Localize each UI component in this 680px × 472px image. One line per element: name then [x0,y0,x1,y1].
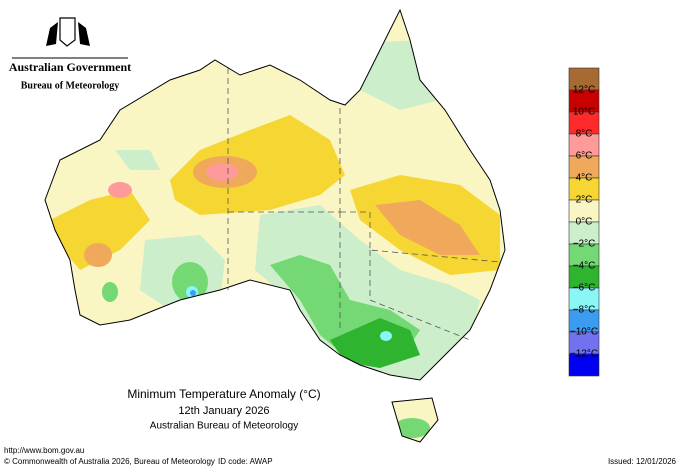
map-date: 12th January 2026 [178,405,269,417]
footer-id: ID code: AWAP [218,457,273,466]
legend-label: 4°C [576,173,593,184]
coastline [44,8,506,443]
logo: Australian Government Bureau of Meteorol… [9,17,131,91]
map-source: Australian Bureau of Meteorology [150,421,298,432]
legend-swatch [568,353,600,377]
legend: 12°C 10°C 8°C 6°C 4°C 2°C 0°C −2°C −4°C −6°C −8°C −… [568,67,600,377]
footer-copyright: © Commonwealth of Australia 2026, Bureau… [4,457,215,466]
legend-label: −12°C [570,349,598,360]
legend-label: −10°C [570,327,598,338]
footer-url: http://www.bom.gov.au [4,446,84,455]
state-borders [227,68,501,341]
agency-name: Bureau of Meteorology [21,80,120,91]
legend-label: 8°C [576,129,593,140]
legend-label: 6°C [576,151,593,162]
government-name: Australian Government [9,60,131,74]
footer-issued: Issued: 12/01/2026 [608,457,677,466]
legend-label: −6°C [573,283,596,294]
legend-label: 10°C [573,107,595,118]
legend-label: −8°C [573,305,596,316]
legend-label: 2°C [576,195,593,206]
map-title: Minimum Temperature Anomaly (°C) [127,387,320,401]
legend-label: 12°C [573,85,595,96]
legend-label: −4°C [573,261,596,272]
legend-label: −2°C [573,239,596,250]
legend-label: 0°C [576,217,593,228]
